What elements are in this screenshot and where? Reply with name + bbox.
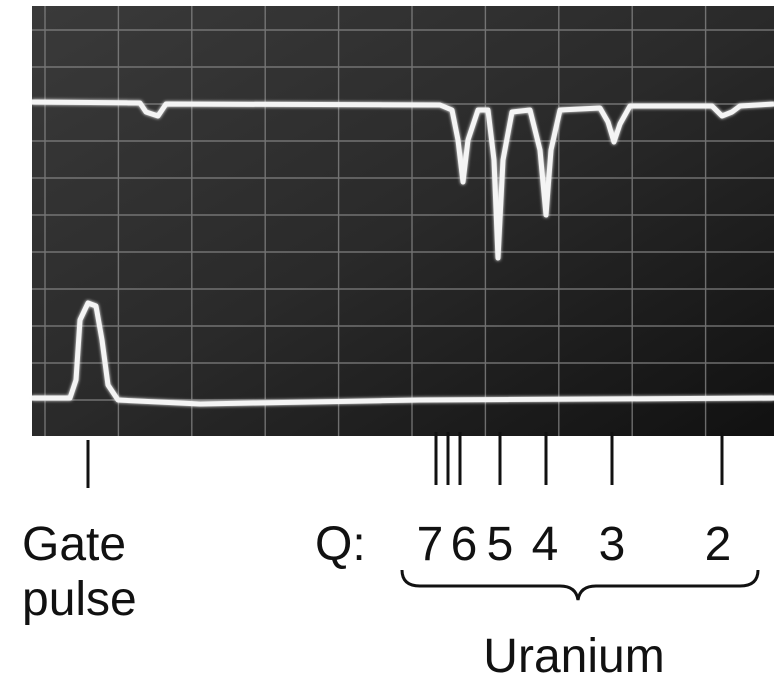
q-value: 7 [417, 518, 444, 571]
scope-screen [32, 6, 774, 436]
gate-label: pulse [22, 573, 137, 626]
q-value: 2 [705, 518, 732, 571]
q-value: 4 [532, 518, 559, 571]
brace [400, 569, 760, 601]
q-value: 5 [487, 518, 514, 571]
q-prefix: Q: [315, 518, 366, 571]
q-value: 6 [451, 518, 478, 571]
upper-trace [31, 99, 774, 261]
group-label: Uranium [483, 630, 664, 682]
gate-label: Gate [22, 518, 126, 571]
q-value: 3 [599, 518, 626, 571]
marker-ticks [86, 432, 724, 488]
lower-trace [32, 300, 774, 407]
